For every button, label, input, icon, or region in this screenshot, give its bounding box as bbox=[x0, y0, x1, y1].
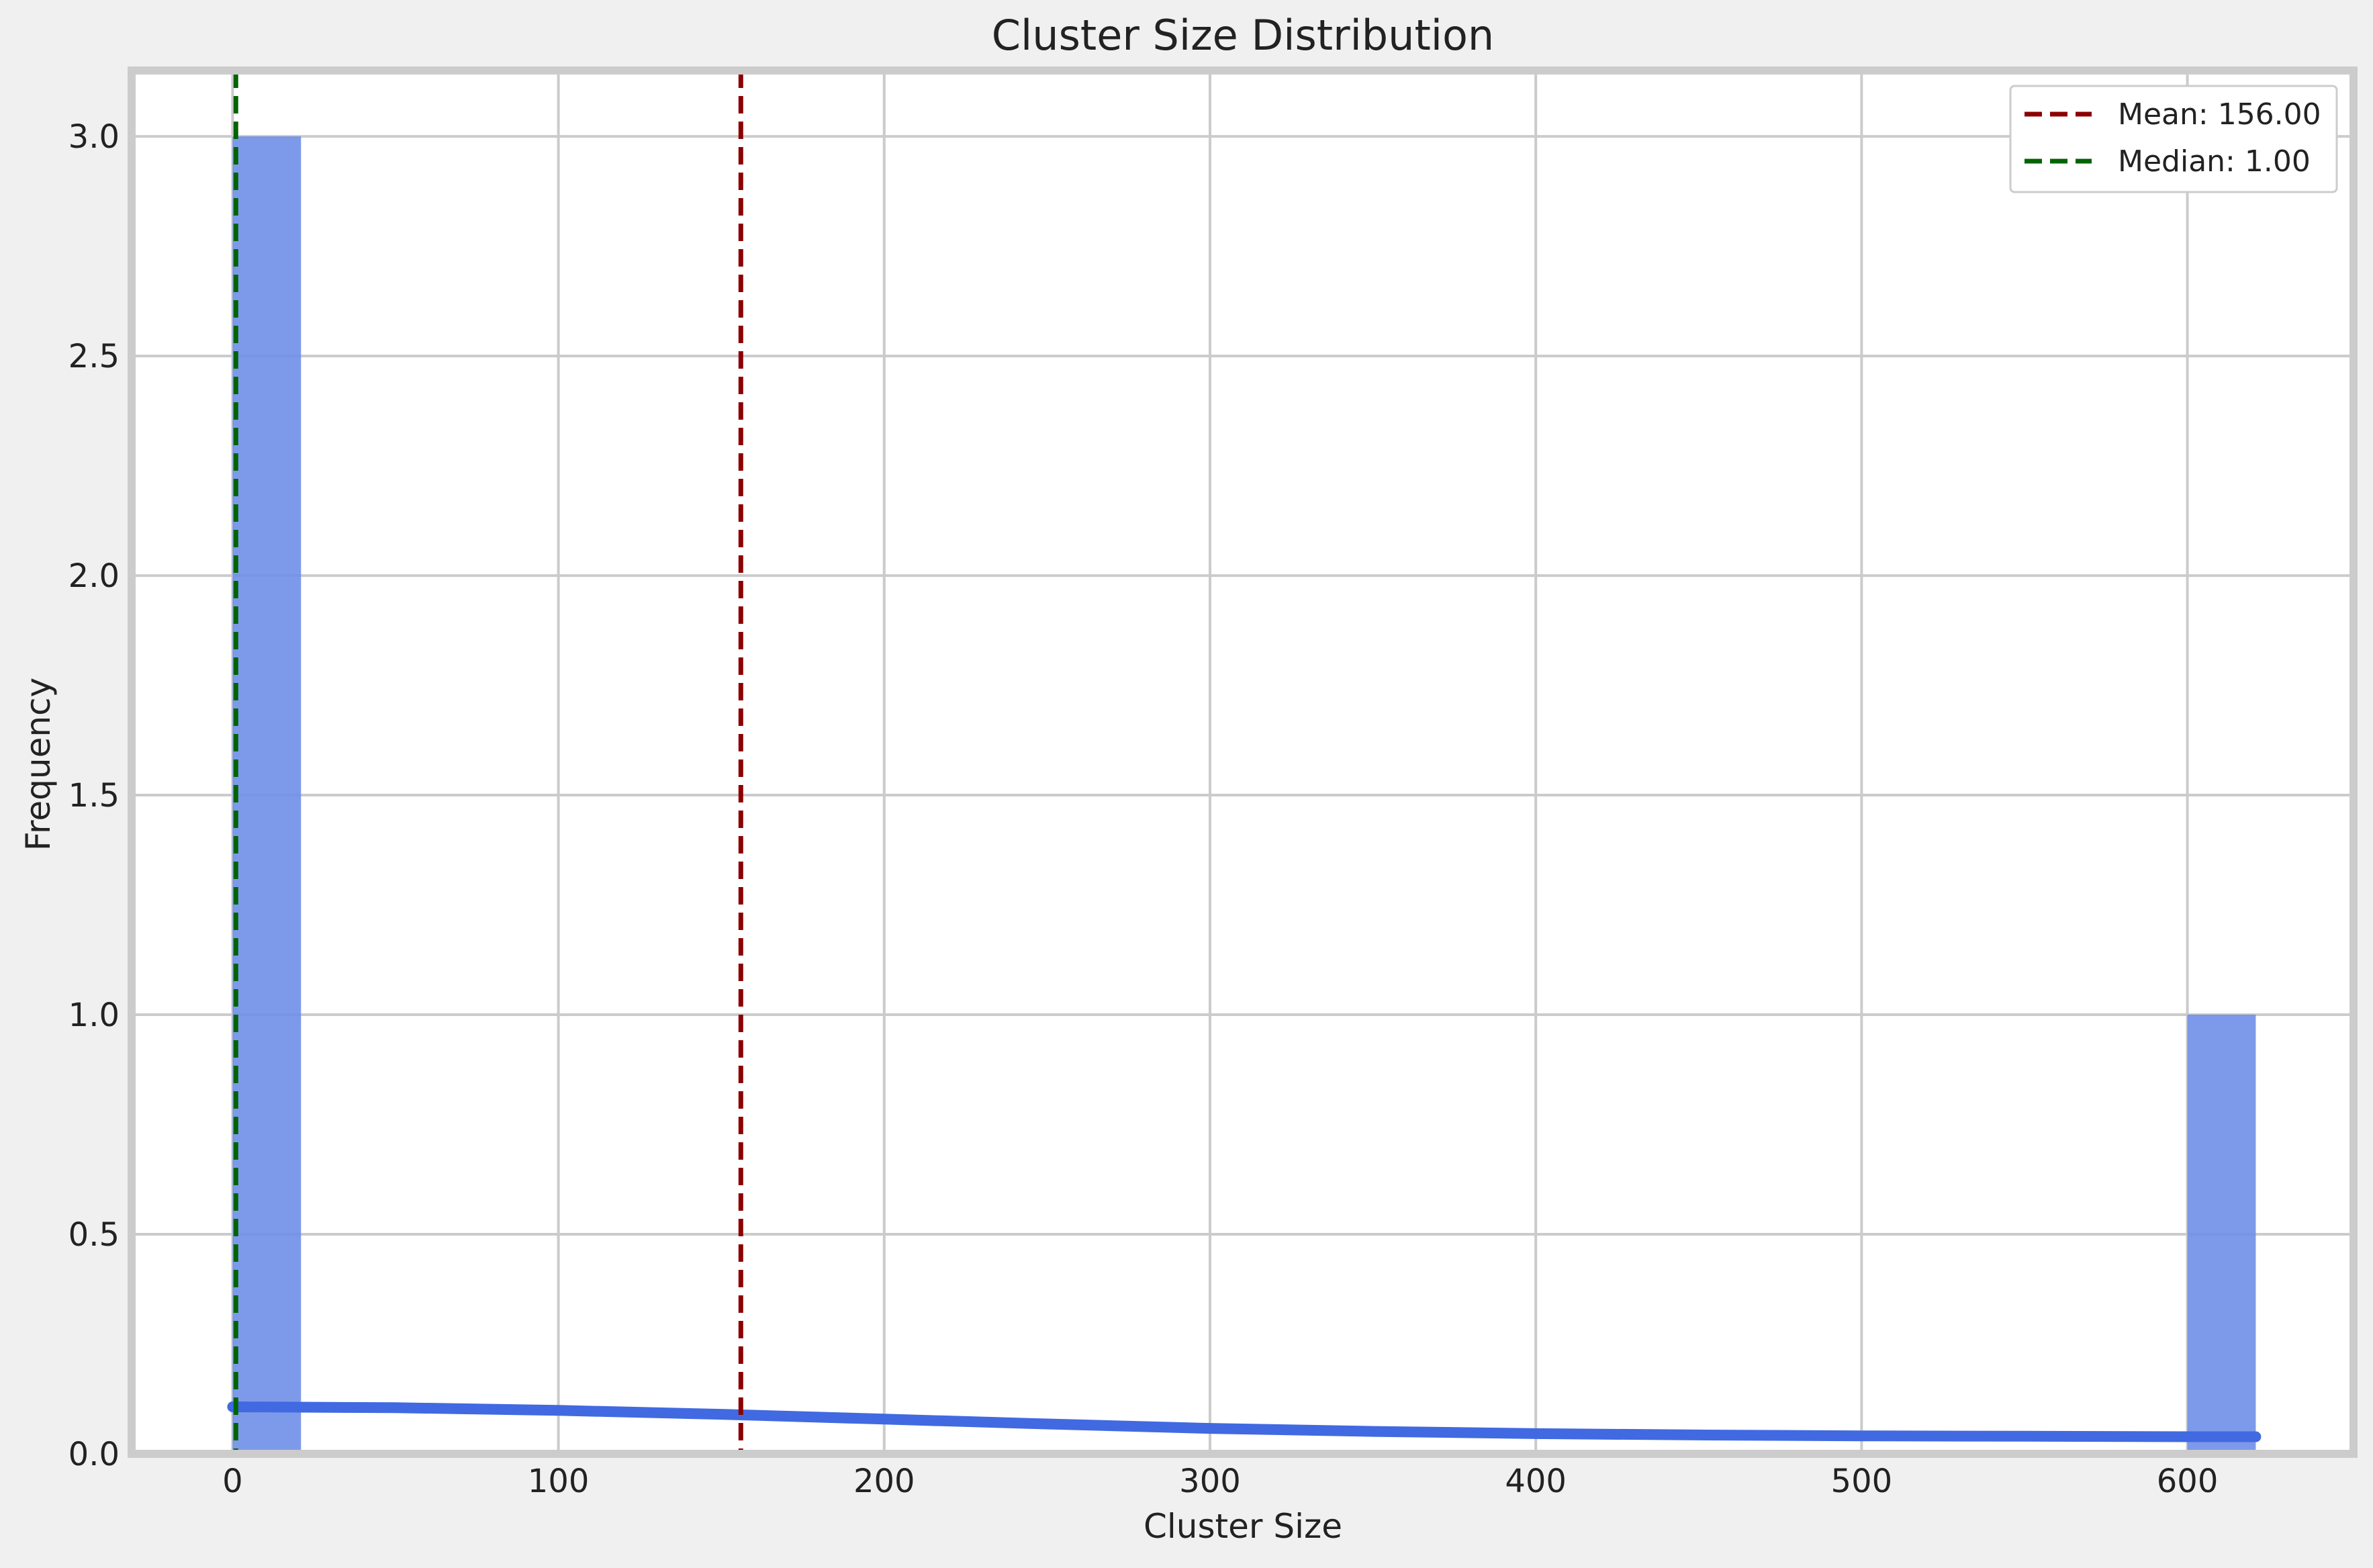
y-tick-label: 2.5 bbox=[68, 338, 120, 375]
y-tick-label: 1.0 bbox=[68, 997, 120, 1034]
legend-label: Median: 1.00 bbox=[2118, 144, 2311, 179]
x-axis-ticks: 0 100 200 300 400 500 600 bbox=[222, 1463, 2218, 1500]
y-axis-ticks: 0.0 0.5 1.0 1.5 2.0 2.5 3.0 bbox=[68, 118, 120, 1473]
legend-box bbox=[2009, 85, 2338, 193]
reference-lines bbox=[233, 71, 743, 1454]
x-tick-label: 500 bbox=[1831, 1463, 1893, 1500]
x-tick-label: 200 bbox=[853, 1463, 915, 1500]
y-axis-label: Frequency bbox=[19, 678, 58, 851]
y-tick-label: 3.0 bbox=[68, 118, 120, 156]
grid-lines bbox=[132, 71, 2354, 1455]
histogram-bar bbox=[2187, 1015, 2256, 1454]
legend-label: Mean: 156.00 bbox=[2118, 97, 2321, 132]
y-tick-label: 2.0 bbox=[68, 557, 120, 595]
x-tick-label: 0 bbox=[222, 1463, 243, 1500]
x-axis-label: Cluster Size bbox=[1144, 1507, 1342, 1546]
plot-border bbox=[128, 66, 2358, 1458]
y-tick-label: 0.5 bbox=[68, 1216, 120, 1254]
x-tick-label: 100 bbox=[528, 1463, 590, 1500]
x-tick-label: 400 bbox=[1505, 1463, 1567, 1500]
legend: Mean: 156.00 Median: 1.00 bbox=[2009, 85, 2338, 193]
histogram-bar bbox=[232, 136, 301, 1455]
plot-frame bbox=[128, 66, 2358, 1458]
x-tick-label: 300 bbox=[1179, 1463, 1241, 1500]
histogram-bars bbox=[232, 136, 2256, 1455]
y-tick-label: 0.0 bbox=[68, 1436, 120, 1473]
x-tick-label: 600 bbox=[2157, 1463, 2219, 1500]
kde-curve bbox=[227, 1401, 2262, 1442]
chart-title: Cluster Size Distribution bbox=[992, 11, 1494, 60]
y-tick-label: 1.5 bbox=[68, 777, 120, 815]
